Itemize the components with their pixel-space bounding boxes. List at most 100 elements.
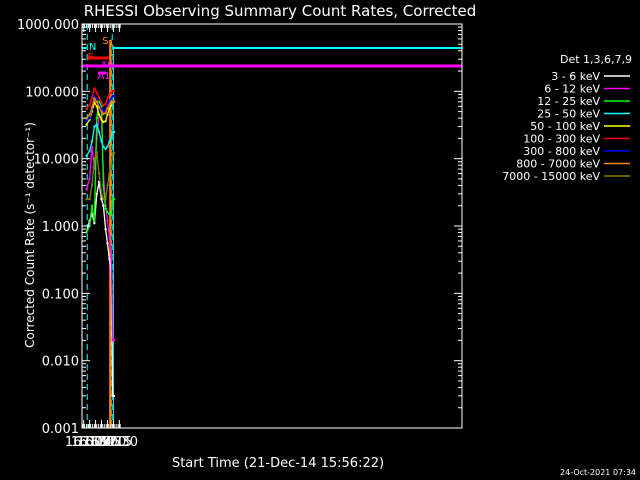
data-point [93, 222, 96, 225]
data-point [108, 93, 111, 96]
data-point [106, 211, 109, 214]
annotation-a1: A1 [97, 71, 110, 82]
data-point [108, 140, 111, 143]
x-tick-label: 16:30 [77, 435, 114, 450]
data-point [90, 140, 94, 143]
data-point [93, 87, 96, 90]
data-point [85, 120, 88, 123]
y-tick-label: 0.100 [42, 287, 79, 302]
data-point [106, 113, 109, 116]
data-point [104, 227, 107, 231]
data-point [110, 255, 113, 258]
y-tick-label: 1.000 [42, 220, 79, 235]
data-point [85, 188, 88, 191]
data-point [102, 104, 105, 107]
data-point [110, 91, 113, 95]
data-point [93, 125, 96, 128]
data-point [102, 198, 105, 201]
data-point [110, 212, 113, 216]
legend-title: Det 1,3,6,7,9 [560, 53, 632, 66]
data-point [95, 116, 99, 120]
data-point [106, 242, 109, 245]
data-point [112, 152, 116, 155]
data-point [90, 184, 94, 187]
data-point [85, 198, 88, 201]
data-point [95, 192, 99, 196]
data-point [102, 204, 105, 207]
data-point [88, 149, 91, 153]
data-point [108, 99, 111, 103]
data-point [95, 91, 99, 95]
data-point [108, 172, 111, 175]
data-point [102, 120, 105, 124]
data-point [88, 177, 91, 181]
data-point [106, 96, 109, 100]
data-point [104, 198, 107, 201]
series-line [86, 150, 115, 200]
data-point [100, 101, 103, 104]
data-point [95, 152, 99, 155]
x-tick-label: 17:00 [89, 435, 126, 450]
data-point [108, 235, 111, 238]
data-point [110, 164, 113, 167]
data-point [112, 198, 116, 201]
x-tick-label: 16:00 [65, 435, 102, 450]
data-point [100, 140, 103, 143]
data-point [100, 118, 103, 121]
data-point [95, 105, 99, 108]
x-tick-label: 16:15 [71, 435, 108, 450]
data-point [85, 154, 88, 158]
data-point [112, 94, 116, 98]
data-point [104, 207, 107, 210]
annotation-f: F [87, 52, 93, 63]
data-point [108, 104, 111, 107]
data-point [108, 258, 111, 261]
data-point [106, 145, 109, 148]
data-point [90, 106, 94, 109]
legend-entry-label: 800 - 7000 keV [516, 158, 600, 171]
data-point [93, 94, 96, 98]
data-point [110, 102, 113, 105]
data-point [106, 184, 109, 187]
data-point [112, 394, 116, 398]
data-point [104, 102, 107, 106]
annotation-n: N [89, 42, 96, 53]
data-point [102, 145, 105, 148]
annotation-s: S [102, 36, 108, 47]
data-point [97, 130, 101, 134]
data-point [102, 112, 105, 116]
data-point [85, 231, 88, 234]
y-axis-label: Corrected Count Rate (s⁻¹ detector⁻¹) [23, 122, 37, 348]
y-tick-label: 0.010 [42, 355, 79, 370]
data-point [110, 137, 113, 140]
x-tick-label: 17:30 [101, 435, 138, 450]
data-point [95, 100, 99, 104]
date-stamp: 24-Oct-2021 07:34 [560, 468, 636, 477]
data-point [100, 192, 103, 196]
y-tick-label: 0.001 [42, 422, 79, 437]
data-point [104, 147, 107, 150]
legend-entry-label: 300 - 800 keV [523, 145, 600, 158]
legend-entry-label: 7000 - 15000 keV [502, 170, 600, 183]
data-point [108, 212, 111, 216]
legend-entry-label: 50 - 100 keV [530, 120, 600, 133]
data-point [100, 110, 103, 113]
data-point [85, 107, 88, 111]
x-tick-label: 17:15 [95, 435, 132, 450]
series-group [85, 86, 116, 398]
data-point [93, 97, 96, 100]
data-point [88, 113, 91, 116]
data-point [112, 130, 116, 134]
data-point [93, 157, 96, 160]
legend-entry-label: 100 - 300 keV [523, 133, 600, 146]
data-point [88, 198, 91, 201]
data-point [88, 116, 91, 120]
data-point [106, 107, 109, 110]
data-point [102, 184, 105, 187]
data-point [85, 123, 88, 126]
data-point [104, 111, 107, 115]
annotation-a0: A0 [100, 60, 113, 71]
